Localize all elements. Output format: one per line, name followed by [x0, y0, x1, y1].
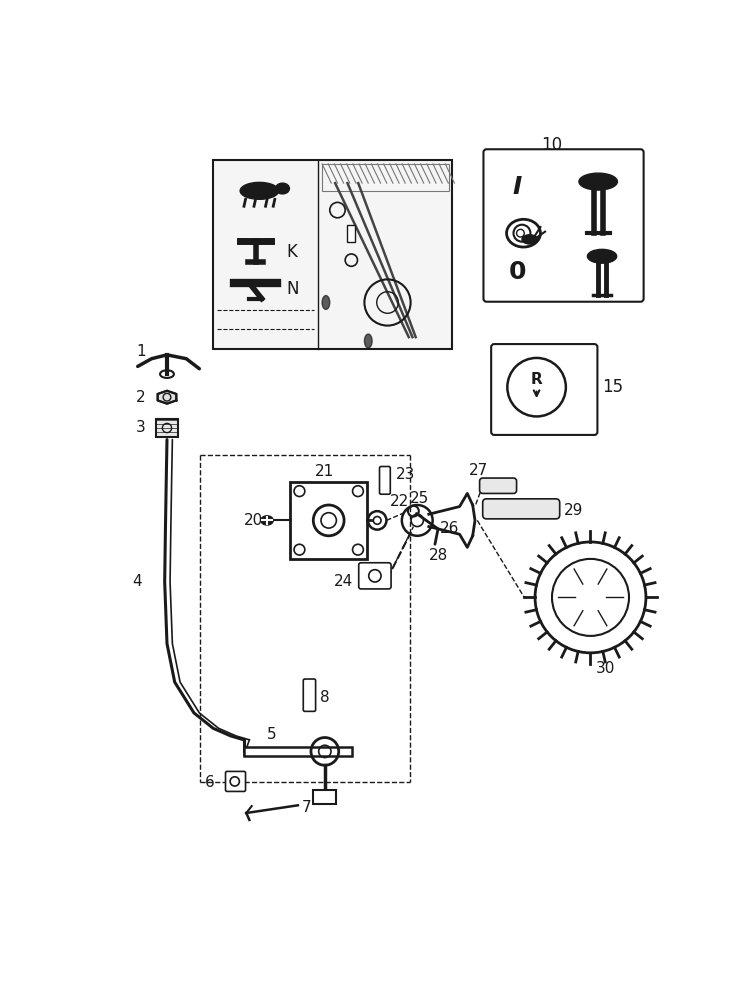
- Ellipse shape: [322, 296, 330, 309]
- Text: 23: 23: [396, 467, 415, 482]
- Bar: [314, 790, 336, 804]
- Text: 1: 1: [136, 344, 146, 359]
- FancyBboxPatch shape: [484, 149, 643, 302]
- Text: 21: 21: [315, 464, 334, 479]
- Ellipse shape: [261, 516, 273, 525]
- FancyBboxPatch shape: [303, 679, 316, 711]
- Text: R: R: [531, 372, 542, 387]
- Text: N: N: [286, 280, 299, 298]
- Ellipse shape: [587, 249, 617, 263]
- FancyBboxPatch shape: [358, 563, 391, 589]
- Text: 20: 20: [244, 513, 263, 528]
- Bar: [156, 419, 178, 437]
- Bar: [244, 747, 352, 756]
- FancyBboxPatch shape: [225, 771, 246, 791]
- FancyBboxPatch shape: [483, 499, 559, 519]
- Text: 10: 10: [542, 136, 562, 154]
- Text: 5: 5: [267, 727, 277, 742]
- Text: 15: 15: [602, 378, 623, 396]
- Text: 24: 24: [334, 574, 353, 589]
- Bar: [213, 160, 452, 349]
- Bar: [322, 164, 448, 191]
- Bar: [290, 482, 367, 559]
- Text: 7: 7: [302, 800, 311, 815]
- FancyBboxPatch shape: [380, 466, 390, 494]
- Text: 4: 4: [132, 574, 142, 589]
- Text: 25: 25: [410, 491, 430, 506]
- Text: 6: 6: [205, 775, 215, 790]
- Text: 2: 2: [136, 390, 146, 405]
- Polygon shape: [158, 391, 177, 404]
- Text: 0: 0: [509, 260, 526, 284]
- Ellipse shape: [275, 183, 289, 194]
- Ellipse shape: [240, 182, 279, 199]
- Ellipse shape: [364, 334, 372, 348]
- Text: 8: 8: [320, 690, 330, 705]
- Ellipse shape: [522, 235, 537, 244]
- Text: 3: 3: [136, 420, 146, 436]
- Text: 28: 28: [429, 548, 448, 563]
- Ellipse shape: [579, 173, 618, 190]
- Text: 27: 27: [470, 463, 489, 478]
- Bar: [347, 225, 355, 242]
- Text: 29: 29: [564, 503, 583, 518]
- Text: 26: 26: [439, 521, 459, 536]
- Text: I: I: [513, 175, 522, 199]
- Text: 30: 30: [596, 661, 615, 676]
- Text: K: K: [286, 243, 297, 261]
- Text: 22: 22: [390, 494, 409, 509]
- FancyBboxPatch shape: [491, 344, 598, 435]
- FancyBboxPatch shape: [480, 478, 517, 493]
